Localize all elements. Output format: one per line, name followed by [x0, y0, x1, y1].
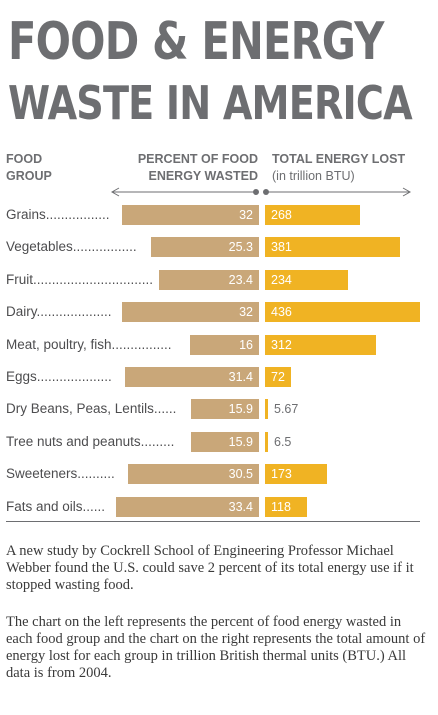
- energy-header-line1: TOTAL ENERGY LOST: [272, 152, 406, 166]
- chart-title-line2: WASTE IN AMERICA: [8, 76, 413, 130]
- percent-header-line1: PERCENT OF FOOD: [137, 152, 258, 166]
- chart-title-line1: FOOD & ENERGY: [8, 12, 384, 72]
- percent-wasted-bar: 32: [121, 205, 259, 225]
- energy-lost-value: 5.67: [274, 402, 299, 416]
- energy-lost-bar: 381: [265, 237, 401, 257]
- energy-lost-value: 6.5: [274, 435, 292, 449]
- percent-wasted-bar: 30.5: [128, 464, 259, 484]
- percent-header: PERCENT OF FOOD ENERGY WASTED: [120, 151, 258, 185]
- energy-header-line2: (in trillion BTU): [272, 169, 355, 183]
- description-paragraph-2: The chart on the left represents the per…: [6, 614, 426, 681]
- percent-wasted-bar: 32: [121, 302, 259, 322]
- percent-wasted-bar: 15.9: [190, 399, 259, 419]
- left-arrow: [110, 187, 259, 197]
- energy-lost-bar: 173: [265, 464, 327, 484]
- food-group-label: Fruit................................: [6, 272, 154, 287]
- energy-lost-bar: 312: [265, 335, 376, 355]
- energy-lost-bar: 234: [265, 270, 349, 290]
- percent-header-line2: ENERGY WASTED: [148, 169, 258, 183]
- divider: [6, 521, 420, 522]
- food-group-label: Grains.................: [6, 207, 110, 222]
- food-group-label: Meat, poultry, fish................: [6, 337, 172, 352]
- food-group-label: Dairy....................: [6, 304, 112, 319]
- energy-lost-bar: 268: [265, 205, 361, 225]
- percent-wasted-bar: 25.3: [150, 237, 259, 257]
- food-group-label: Fats and oils......: [6, 499, 106, 514]
- food-group-header: FOOD GROUP: [6, 151, 52, 185]
- food-group-header-line2: GROUP: [6, 169, 52, 183]
- energy-lost-bar: [265, 399, 268, 419]
- food-group-label: Vegetables.................: [6, 239, 137, 254]
- energy-header: TOTAL ENERGY LOST (in trillion BTU): [272, 151, 405, 185]
- food-group-label: Eggs....................: [6, 369, 112, 384]
- food-group-label: Tree nuts and peanuts.........: [6, 434, 175, 449]
- description-paragraph-1: A new study by Cockrell School of Engine…: [6, 543, 414, 593]
- percent-wasted-bar: 16: [190, 335, 259, 355]
- energy-lost-bar: [265, 432, 268, 452]
- energy-lost-bar: 72: [265, 367, 291, 387]
- percent-wasted-bar: 31.4: [124, 367, 259, 387]
- food-group-header-line1: FOOD: [6, 152, 43, 166]
- right-arrow: [263, 187, 412, 197]
- food-group-label: Sweeteners..........: [6, 466, 115, 481]
- energy-lost-bar: 436: [265, 302, 420, 322]
- food-group-label: Dry Beans, Peas, Lentils......: [6, 401, 177, 416]
- percent-wasted-bar: 33.4: [116, 497, 259, 517]
- percent-wasted-bar: 23.4: [158, 270, 259, 290]
- energy-lost-bar: 118: [265, 497, 307, 517]
- percent-wasted-bar: 15.9: [190, 432, 259, 452]
